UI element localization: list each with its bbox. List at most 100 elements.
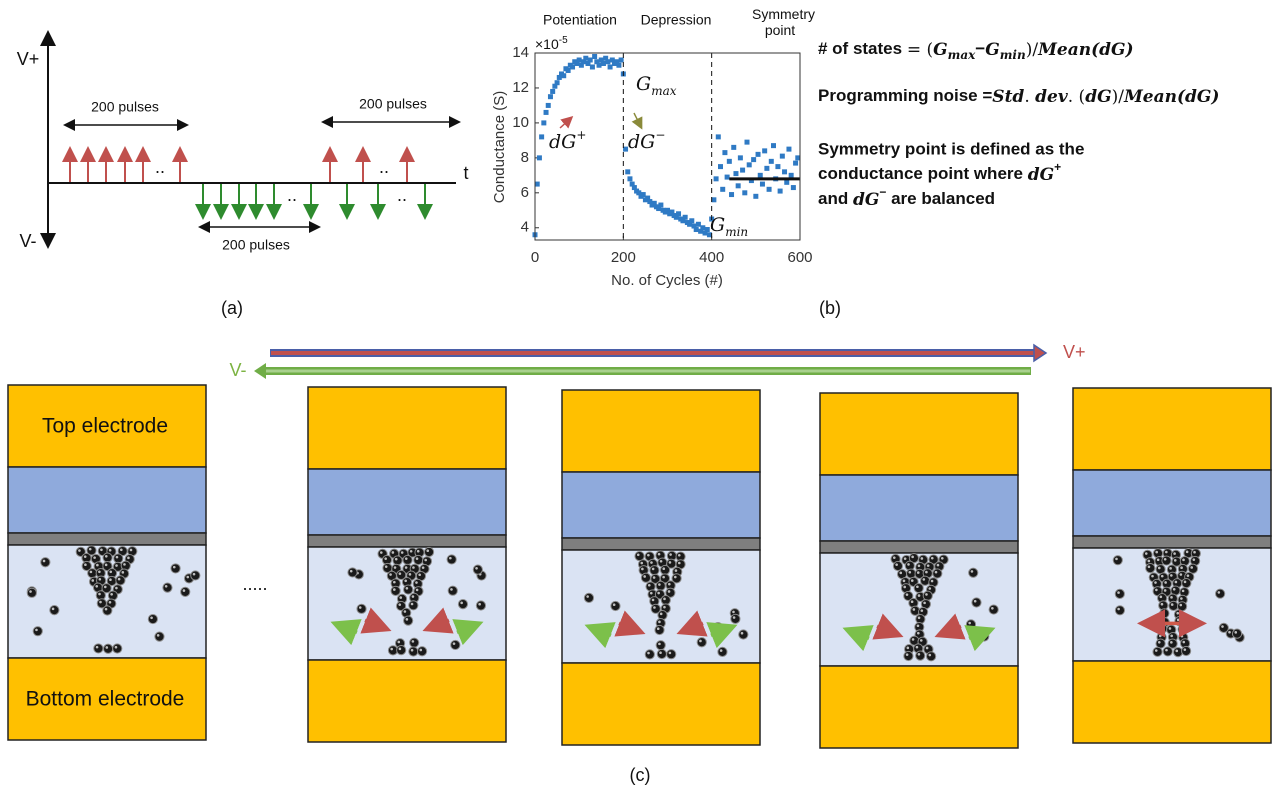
particle-shine bbox=[920, 557, 924, 560]
device-label: Top electrode bbox=[42, 415, 168, 438]
point bbox=[565, 67, 571, 73]
particle-shine bbox=[1157, 566, 1161, 570]
particle-shine bbox=[1169, 567, 1172, 570]
particle-shine bbox=[404, 579, 407, 583]
particle-shine bbox=[1159, 595, 1163, 599]
point bbox=[541, 120, 547, 126]
particle bbox=[86, 545, 97, 556]
particle-shine bbox=[1158, 634, 1162, 638]
point bbox=[656, 206, 662, 212]
particle-shine bbox=[674, 575, 677, 579]
particle-shine bbox=[911, 638, 915, 641]
particle bbox=[392, 555, 403, 566]
eq-part: (dG) bbox=[1091, 40, 1134, 60]
particle-shine bbox=[669, 553, 672, 556]
particle bbox=[1218, 622, 1229, 633]
eq-part: − bbox=[975, 39, 985, 58]
particle-shine bbox=[121, 571, 125, 574]
panel-label: (a) bbox=[221, 298, 243, 318]
particle-shine bbox=[449, 556, 452, 560]
particle-shine bbox=[89, 570, 93, 574]
particle bbox=[75, 546, 86, 557]
particle-shine bbox=[393, 588, 396, 591]
particle bbox=[40, 557, 51, 568]
ion-arrow bbox=[584, 622, 616, 649]
particle bbox=[922, 590, 933, 601]
particle-shine bbox=[636, 553, 640, 557]
particle-shine bbox=[1163, 557, 1167, 561]
point bbox=[737, 155, 743, 161]
barrier-layer bbox=[307, 534, 507, 548]
particle-shine bbox=[172, 565, 176, 569]
top-electrode bbox=[819, 392, 1019, 476]
multiplier-exponent: -5 bbox=[559, 35, 568, 46]
point bbox=[786, 146, 792, 152]
particle-shine bbox=[1183, 580, 1187, 584]
particle-shine bbox=[920, 609, 924, 612]
particle-shine bbox=[905, 593, 909, 596]
eq-part: # of states bbox=[818, 39, 907, 58]
particle-shine bbox=[99, 600, 102, 604]
point bbox=[735, 183, 741, 189]
ellipsis: ..... bbox=[242, 574, 267, 594]
point bbox=[768, 158, 774, 164]
particle-shine bbox=[656, 627, 660, 631]
particle bbox=[147, 613, 158, 625]
particle-shine bbox=[657, 552, 661, 556]
particle-shine bbox=[95, 585, 99, 588]
particle-shine bbox=[899, 571, 903, 575]
time-axis: t bbox=[463, 163, 468, 183]
bottom-electrode bbox=[561, 662, 761, 746]
eq-sub: max bbox=[948, 48, 976, 62]
particle-shine bbox=[1179, 573, 1183, 576]
particle-shine bbox=[650, 561, 653, 564]
particle bbox=[1187, 563, 1199, 574]
particle bbox=[988, 604, 999, 615]
particle bbox=[112, 643, 123, 654]
particle-shine bbox=[1176, 611, 1180, 615]
particle-shine bbox=[919, 639, 923, 642]
particle-shine bbox=[29, 590, 32, 593]
particle bbox=[1161, 555, 1172, 566]
particle-shine bbox=[925, 646, 929, 650]
particle bbox=[395, 600, 407, 612]
point bbox=[534, 181, 540, 187]
particle bbox=[965, 619, 977, 630]
particle-shine bbox=[732, 610, 735, 614]
particle-shine bbox=[677, 553, 681, 557]
top-electrode bbox=[7, 384, 207, 468]
particle-shine bbox=[658, 583, 661, 586]
particle-shine bbox=[384, 557, 387, 560]
annotation-arrow bbox=[631, 112, 643, 130]
particle-shine bbox=[115, 555, 119, 559]
point bbox=[706, 232, 712, 238]
particle-shine bbox=[910, 579, 914, 582]
particle bbox=[1114, 588, 1125, 600]
v-plus: V+ bbox=[17, 49, 40, 69]
point bbox=[618, 57, 624, 63]
particle-shine bbox=[934, 570, 938, 574]
particle-shine bbox=[915, 645, 919, 649]
point bbox=[616, 62, 622, 68]
point bbox=[713, 176, 719, 182]
point bbox=[625, 169, 631, 175]
symbol: G bbox=[636, 73, 651, 95]
ion-arrow bbox=[360, 607, 392, 634]
particle-shine bbox=[1159, 625, 1163, 629]
symbol: G bbox=[710, 214, 725, 236]
particle bbox=[1167, 638, 1178, 649]
point bbox=[543, 109, 549, 115]
particle-shine bbox=[452, 642, 456, 645]
particle-shine bbox=[916, 571, 920, 574]
point bbox=[793, 160, 799, 166]
particle-shine bbox=[104, 555, 108, 558]
particle-shine bbox=[1179, 603, 1183, 607]
x-tick-label: 600 bbox=[787, 249, 812, 266]
particle-shine bbox=[108, 600, 112, 604]
eq-part: )/ bbox=[1026, 40, 1039, 60]
particle-shine bbox=[398, 572, 402, 575]
point bbox=[766, 186, 772, 192]
point bbox=[795, 155, 801, 161]
particle-shine bbox=[390, 647, 393, 651]
particle-shine bbox=[1157, 640, 1161, 644]
